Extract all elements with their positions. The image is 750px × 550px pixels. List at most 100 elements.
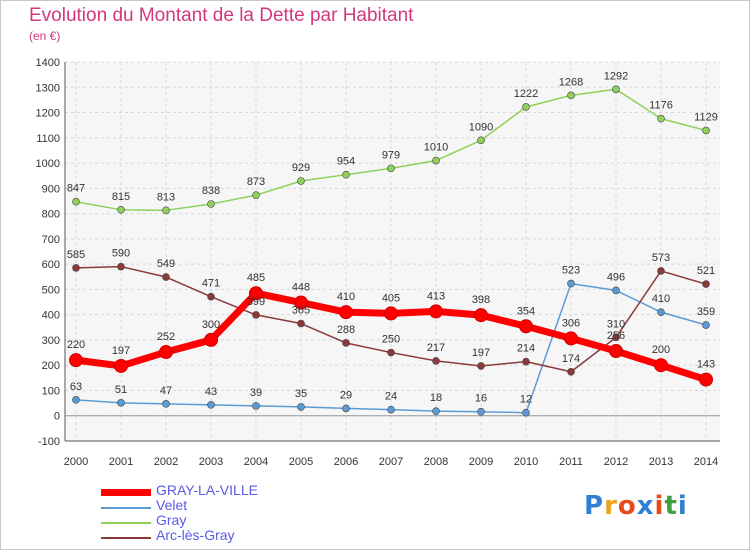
y-tick-label: 600: [42, 259, 60, 271]
data-point: [207, 401, 215, 409]
data-label: 549: [157, 258, 175, 270]
data-point: [204, 332, 218, 347]
data-label: 521: [697, 265, 715, 277]
logo-letter: P: [584, 491, 605, 521]
data-point: [477, 136, 485, 145]
data-point: [477, 362, 485, 370]
y-tick-label: 1400: [36, 57, 60, 69]
legend-swatch-velet: [101, 507, 151, 509]
data-point: [69, 353, 83, 368]
data-point: [297, 403, 305, 411]
data-label: 354: [517, 305, 535, 317]
data-label: 18: [430, 392, 442, 404]
data-label: 399: [247, 296, 265, 308]
data-point: [522, 408, 530, 417]
data-point: [159, 345, 173, 360]
data-label: 200: [652, 344, 670, 356]
data-labels: 63 51 47 43 39 35 29 24 18 16 12 523 496 410 359 847 815…: [67, 70, 718, 405]
data-point: [612, 286, 620, 295]
data-point: [384, 306, 398, 321]
data-label: 1010: [424, 142, 448, 154]
x-tick-label: 2013: [649, 456, 673, 468]
data-point: [117, 399, 125, 407]
data-point: [612, 333, 620, 342]
data-point: [252, 191, 260, 199]
data-label: 523: [562, 265, 580, 277]
legend-label: Velet: [156, 497, 188, 513]
data-label: 1176: [649, 100, 673, 112]
unit-label: (en €): [29, 29, 61, 43]
data-label: 929: [292, 162, 310, 174]
x-tick-label: 2004: [244, 456, 268, 468]
data-label: 410: [652, 293, 670, 305]
data-point: [162, 400, 170, 408]
data-label: 873: [247, 176, 265, 188]
data-label: 250: [382, 334, 400, 346]
x-tick-label: 2009: [469, 456, 493, 468]
data-label: 410: [337, 291, 355, 303]
logo-letter: i: [677, 491, 688, 521]
legend-swatch-arc-les-gray: [101, 537, 151, 539]
legend-swatch-gray-la-ville: [101, 489, 151, 496]
data-point: [522, 103, 530, 111]
data-label: 24: [385, 391, 397, 403]
data-label: 217: [427, 342, 445, 354]
data-point: [297, 319, 305, 328]
data-label: 39: [250, 387, 262, 399]
data-label: 405: [382, 292, 400, 304]
logo-letter: o: [617, 491, 637, 521]
data-point: [342, 404, 350, 413]
proxiti-logo: Proxiti: [584, 491, 688, 521]
data-label: 359: [697, 306, 715, 318]
y-tick-label: 900: [42, 183, 60, 195]
data-label: 300: [202, 319, 220, 331]
data-point: [207, 292, 215, 301]
data-point: [342, 170, 350, 179]
legend-label: Gray: [156, 512, 187, 528]
data-point: [387, 164, 395, 173]
data-label: 220: [67, 339, 85, 351]
data-point: [699, 372, 713, 387]
data-label: 35: [295, 388, 307, 400]
data-label: 585: [67, 249, 85, 261]
x-tick-label: 2014: [694, 456, 718, 468]
x-tick-label: 2005: [289, 456, 313, 468]
data-label: 398: [472, 294, 490, 306]
data-point: [342, 339, 350, 347]
y-tick-label: 1100: [36, 133, 60, 145]
data-point: [339, 305, 353, 320]
data-point: [474, 308, 488, 323]
legend-label: GRAY-LA-VILLE: [156, 482, 258, 498]
data-label: 838: [202, 185, 220, 197]
data-point: [252, 311, 260, 319]
data-label: 256: [607, 330, 625, 342]
y-tick-label: 300: [42, 335, 60, 347]
logo-letter: i: [654, 491, 665, 521]
data-label: 197: [112, 345, 130, 357]
x-tick-label: 2008: [424, 456, 448, 468]
data-label: 288: [337, 324, 355, 336]
data-label: 1129: [694, 111, 718, 123]
data-point: [432, 357, 440, 365]
data-label: 1292: [604, 70, 628, 82]
data-point: [564, 331, 578, 346]
data-point: [297, 177, 305, 185]
data-label: 16: [475, 393, 487, 405]
data-label: 496: [607, 271, 625, 283]
data-label: 252: [157, 331, 175, 343]
data-point: [117, 262, 125, 271]
x-tick-label: 2006: [334, 456, 358, 468]
data-label: 979: [382, 149, 400, 161]
data-point: [72, 264, 80, 272]
data-point: [567, 279, 575, 288]
x-tick-label: 2003: [199, 456, 223, 468]
series-layer: [69, 85, 713, 417]
data-point: [654, 358, 668, 373]
data-label: 143: [697, 359, 715, 371]
logo-letter: x: [636, 491, 655, 521]
data-point: [72, 396, 80, 404]
x-tick-label: 2012: [604, 456, 628, 468]
x-tick-label: 2007: [379, 456, 403, 468]
y-tick-label: -100: [38, 436, 60, 448]
